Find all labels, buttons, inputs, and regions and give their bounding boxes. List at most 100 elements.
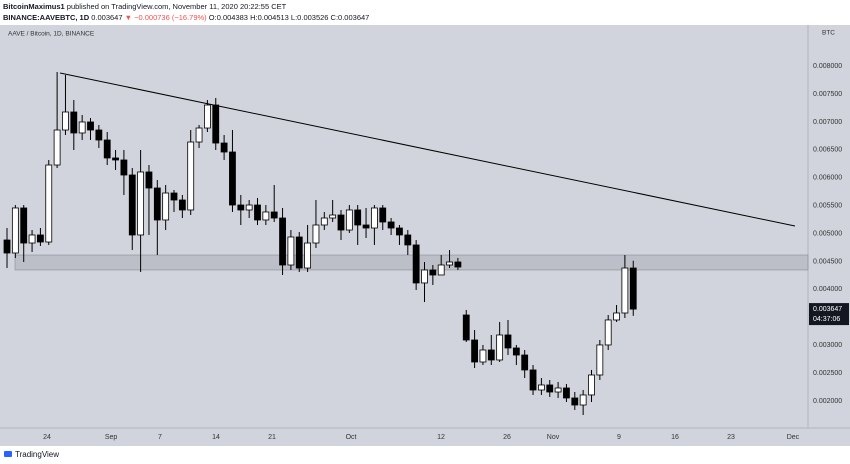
candle-body bbox=[479, 349, 487, 363]
x-tick-label: Dec bbox=[787, 434, 800, 441]
header-line: BitcoinMaximus1 published on TradingView… bbox=[3, 2, 287, 11]
last-price: 0.003647 bbox=[91, 13, 122, 22]
candle-body bbox=[629, 267, 637, 310]
x-tick-label: 9 bbox=[617, 434, 621, 441]
candle-body bbox=[262, 211, 270, 221]
candle-body bbox=[571, 397, 579, 406]
candle-body bbox=[304, 242, 312, 269]
candle-body bbox=[588, 374, 595, 396]
candle-body bbox=[621, 267, 629, 314]
x-tick-label: 16 bbox=[671, 434, 679, 441]
candle-body bbox=[78, 121, 86, 134]
candle-body bbox=[70, 111, 78, 134]
candle-body bbox=[120, 159, 128, 176]
x-tick-label: 14 bbox=[212, 434, 220, 441]
candle-body bbox=[329, 214, 337, 219]
x-tick-label: Oct bbox=[346, 434, 357, 441]
candle-body bbox=[279, 217, 286, 266]
candle-body bbox=[62, 111, 69, 131]
candle-body bbox=[270, 211, 278, 219]
candle-body bbox=[112, 157, 119, 161]
countdown: 04:37:06 bbox=[813, 316, 840, 323]
x-tick-label: 24 bbox=[43, 434, 51, 441]
candle-body bbox=[487, 349, 495, 361]
y-tick-label: 0.006500 bbox=[813, 147, 842, 154]
candle-body bbox=[604, 319, 612, 346]
ohlc: O:0.004383 H:0.004513 L:0.003526 C:0.003… bbox=[209, 13, 370, 22]
author: BitcoinMaximus1 bbox=[3, 2, 65, 11]
candle-body bbox=[512, 347, 520, 356]
candle-body bbox=[412, 244, 420, 284]
candle-body bbox=[137, 171, 145, 236]
candle-body bbox=[396, 227, 403, 236]
change: ▼ −0.000736 (−16.79%) bbox=[125, 13, 208, 22]
candle-body bbox=[178, 199, 186, 211]
logo-icon bbox=[4, 451, 12, 457]
candle-body bbox=[153, 187, 161, 221]
candle-body bbox=[103, 139, 111, 159]
candle-body bbox=[195, 127, 203, 143]
candle-body bbox=[596, 344, 604, 376]
x-tick-label: 7 bbox=[158, 434, 162, 441]
candle-body bbox=[95, 129, 103, 141]
candle-body bbox=[162, 192, 170, 221]
candle-body bbox=[229, 151, 236, 206]
y-tick-label: 0.007500 bbox=[813, 91, 842, 98]
y-tick-label: 0.004500 bbox=[813, 258, 842, 265]
candle-body bbox=[28, 234, 36, 244]
x-tick-label: 23 bbox=[727, 434, 735, 441]
candle-body bbox=[87, 121, 94, 131]
candle-body bbox=[521, 354, 529, 371]
y-tick-label: 0.007000 bbox=[813, 119, 842, 126]
candle-body bbox=[187, 141, 195, 211]
candle-body bbox=[404, 234, 412, 246]
last-price-label: 0.003647 bbox=[813, 306, 842, 313]
candle-body bbox=[563, 387, 570, 399]
chart-title: AAVE / Bitcoin, 1D, BINANCE bbox=[8, 31, 95, 38]
x-tick-label: 21 bbox=[268, 434, 276, 441]
y-tick-label: 0.002500 bbox=[813, 370, 842, 377]
candle-body bbox=[320, 217, 328, 226]
candle-body bbox=[145, 171, 153, 189]
candle-body bbox=[37, 234, 44, 243]
y-tick-label: 0.002000 bbox=[813, 398, 842, 405]
x-tick-label: Nov bbox=[547, 434, 560, 441]
candle-body bbox=[362, 224, 370, 229]
candle-body bbox=[437, 264, 445, 276]
y-tick-label: 0.006000 bbox=[813, 175, 842, 182]
y-tick-label: 0.008000 bbox=[813, 63, 842, 70]
y-tick-label: 0.005000 bbox=[813, 230, 842, 237]
candle-body bbox=[20, 207, 28, 244]
y-tick-label: 0.004000 bbox=[813, 286, 842, 293]
published: published on TradingView.com, November 1… bbox=[67, 2, 287, 11]
y-tick-label: 0.005500 bbox=[813, 203, 842, 210]
candle-body bbox=[462, 314, 470, 341]
x-tick-label: Sep bbox=[105, 434, 118, 441]
candle-body bbox=[11, 207, 19, 254]
quote-line: BINANCE:AAVEBTC, 1D 0.003647 ▼ −0.000736… bbox=[3, 13, 369, 22]
footer-logo: TradingView bbox=[4, 450, 59, 459]
candle-body bbox=[220, 142, 228, 153]
candle-body bbox=[53, 129, 61, 166]
unit-label: BTC bbox=[822, 30, 835, 37]
candle-body bbox=[496, 334, 504, 361]
chart-background bbox=[0, 25, 850, 446]
candle-body bbox=[354, 209, 362, 226]
x-tick-label: 26 bbox=[503, 434, 511, 441]
candle-body bbox=[45, 164, 53, 243]
candle-body bbox=[312, 224, 320, 244]
candle-body bbox=[212, 104, 220, 144]
candle-body bbox=[613, 312, 620, 321]
candle-body bbox=[529, 369, 537, 391]
candle-body bbox=[546, 384, 554, 393]
candle-body bbox=[429, 269, 437, 276]
y-tick-label: 0.003000 bbox=[813, 342, 842, 349]
brand: TradingView bbox=[15, 450, 59, 459]
candle-body bbox=[170, 192, 178, 201]
candle-body bbox=[345, 209, 353, 231]
candle-body bbox=[204, 104, 211, 129]
candle-body bbox=[295, 236, 303, 269]
candle-body bbox=[579, 394, 587, 406]
candle-body bbox=[337, 214, 345, 231]
